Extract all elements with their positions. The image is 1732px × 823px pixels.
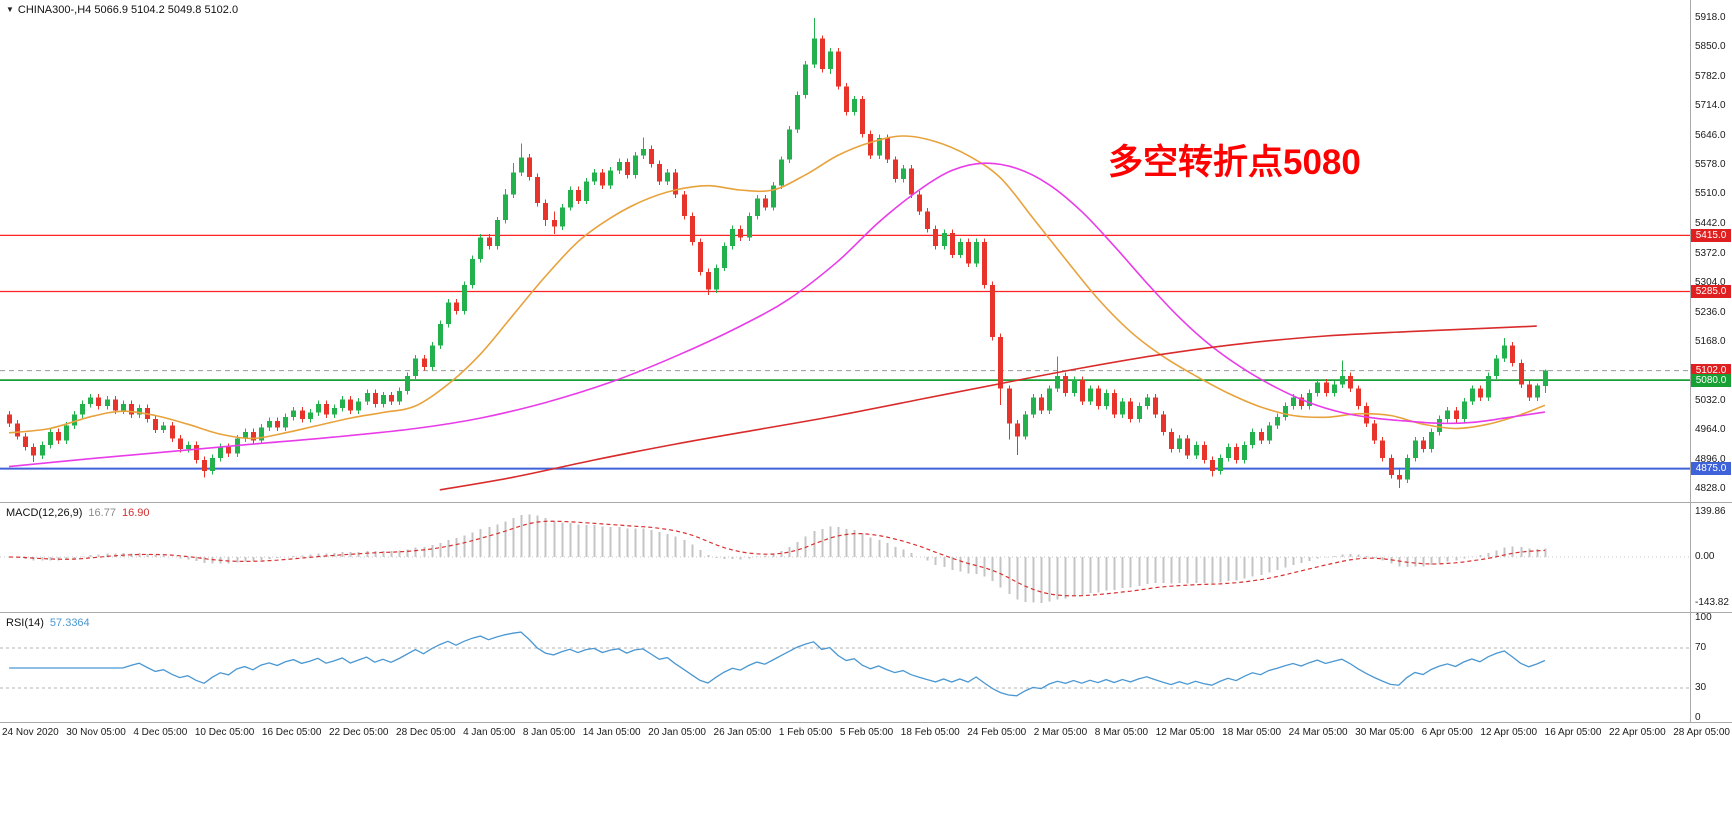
date-label: 4 Dec 05:00 <box>133 727 188 738</box>
chart-annotation-text[interactable]: 多空转折点5080 <box>1108 143 1361 182</box>
macd-tick-label: -143.82 <box>1695 597 1729 608</box>
rsi-canvas[interactable] <box>0 613 1690 722</box>
macd-panel: MACD(12,26,9) 16.77 16.90 <box>0 503 1690 612</box>
date-label: 28 Dec 05:00 <box>396 727 456 738</box>
date-label: 22 Dec 05:00 <box>328 727 389 738</box>
date-label: 18 Mar 05:00 <box>1222 727 1282 738</box>
date-label: 1 Feb 05:00 <box>778 727 833 738</box>
price-tick-label: 5850.0 <box>1695 41 1726 53</box>
panel-separator <box>0 502 1732 503</box>
date-label: 8 Jan 05:00 <box>522 727 576 738</box>
time-axis[interactable]: 24 Nov 2020 30 Nov 05:00 4 Dec 05:00 10 Dec… <box>0 727 1732 738</box>
price-badge-5080.0: 5080.0 <box>1691 373 1731 387</box>
date-label: 12 Mar 05:00 <box>1155 727 1215 738</box>
date-label: 2 Mar 05:00 <box>1033 727 1088 738</box>
rsi-tick-label: 70 <box>1695 642 1707 653</box>
date-label: 10 Dec 05:00 <box>194 727 255 738</box>
price-chart-canvas[interactable] <box>0 0 1690 502</box>
macd-tick-label: 0.00 <box>1695 551 1715 562</box>
date-label: 24 Feb 05:00 <box>967 727 1027 738</box>
macd-signal-value: 16.90 <box>121 507 150 519</box>
symbol-label: CHINA300-,H4 <box>17 4 92 16</box>
price-axis[interactable]: 5918.0 5850.0 5782.0 5714.0 5646.0 5578.0 5510… <box>1690 0 1732 723</box>
price-tick-label: 5442.0 <box>1695 217 1726 229</box>
date-label: 26 Jan 05:00 <box>713 727 772 738</box>
date-label: 30 Mar 05:00 <box>1355 727 1415 738</box>
price-tick-label: 5510.0 <box>1695 188 1726 200</box>
price-badge-5285.0: 5285.0 <box>1691 285 1731 299</box>
date-label: 6 Apr 05:00 <box>1421 727 1473 738</box>
macd-canvas[interactable] <box>0 503 1690 612</box>
price-badge-4875.0: 4875.0 <box>1691 462 1731 476</box>
price-axis-divider <box>1690 0 1691 722</box>
date-label: 4 Jan 05:00 <box>463 727 516 738</box>
price-tick-label: 5168.0 <box>1695 336 1726 348</box>
rsi-label: RSI(14) 57.3364 <box>6 617 90 629</box>
macd-tick-label: 139.86 <box>1695 506 1726 517</box>
price-tick-label: 4828.0 <box>1695 482 1726 494</box>
date-label: 5 Feb 05:00 <box>839 727 894 738</box>
date-label: 14 Jan 05:00 <box>582 727 641 738</box>
symbol-info: ▼ CHINA300-,H4 5066.9 5104.2 5049.8 5102.… <box>6 4 238 16</box>
price-tick-label: 5918.0 <box>1695 12 1726 23</box>
macd-main-value: 16.77 <box>88 507 116 519</box>
price-tick-label: 5646.0 <box>1695 129 1726 141</box>
price-tick-label: 5236.0 <box>1695 306 1726 318</box>
rsi-value: 57.3364 <box>49 617 90 629</box>
price-tick-label: 5714.0 <box>1695 100 1726 112</box>
date-label: 30 Nov 05:00 <box>66 727 126 738</box>
price-tick-label: 5372.0 <box>1695 247 1726 259</box>
date-label: 28 Apr 05:00 <box>1673 727 1730 738</box>
price-tick-label: 5304.0 <box>1695 277 1726 289</box>
price-badge-5415.0: 5415.0 <box>1691 228 1731 242</box>
panel-separator <box>0 612 1732 613</box>
price-tick-label: 4964.0 <box>1695 424 1726 436</box>
date-label: 16 Dec 05:00 <box>261 727 322 738</box>
date-label: 8 Mar 05:00 <box>1094 727 1149 738</box>
rsi-panel: RSI(14) 57.3364 <box>0 613 1690 722</box>
price-tick-label: 4896.0 <box>1695 453 1726 465</box>
price-tick-label: 5782.0 <box>1695 70 1726 82</box>
symbol-marker-icon: ▼ <box>6 5 14 14</box>
date-label: 18 Feb 05:00 <box>900 727 960 738</box>
price-panel: ▼ CHINA300-,H4 5066.9 5104.2 5049.8 5102.… <box>0 0 1690 502</box>
rsi-tick-label: 0 <box>1695 712 1701 723</box>
panel-separator <box>0 722 1732 723</box>
date-label: 22 Apr 05:00 <box>1608 727 1666 738</box>
rsi-tick-label: 30 <box>1695 682 1707 693</box>
date-label: 24 Nov 2020 <box>2 727 59 738</box>
date-label: 12 Apr 05:00 <box>1480 727 1538 738</box>
date-label: 24 Mar 05:00 <box>1288 727 1348 738</box>
rsi-tick-label: 100 <box>1695 612 1712 623</box>
ohlc-readout: 5066.9 5104.2 5049.8 5102.0 <box>94 4 239 16</box>
date-label: 20 Jan 05:00 <box>648 727 706 738</box>
price-tick-label: 5578.0 <box>1695 158 1726 170</box>
date-label: 16 Apr 05:00 <box>1544 727 1602 738</box>
macd-label: MACD(12,26,9) 16.77 16.90 <box>6 507 150 519</box>
price-tick-label: 5032.0 <box>1695 394 1726 406</box>
